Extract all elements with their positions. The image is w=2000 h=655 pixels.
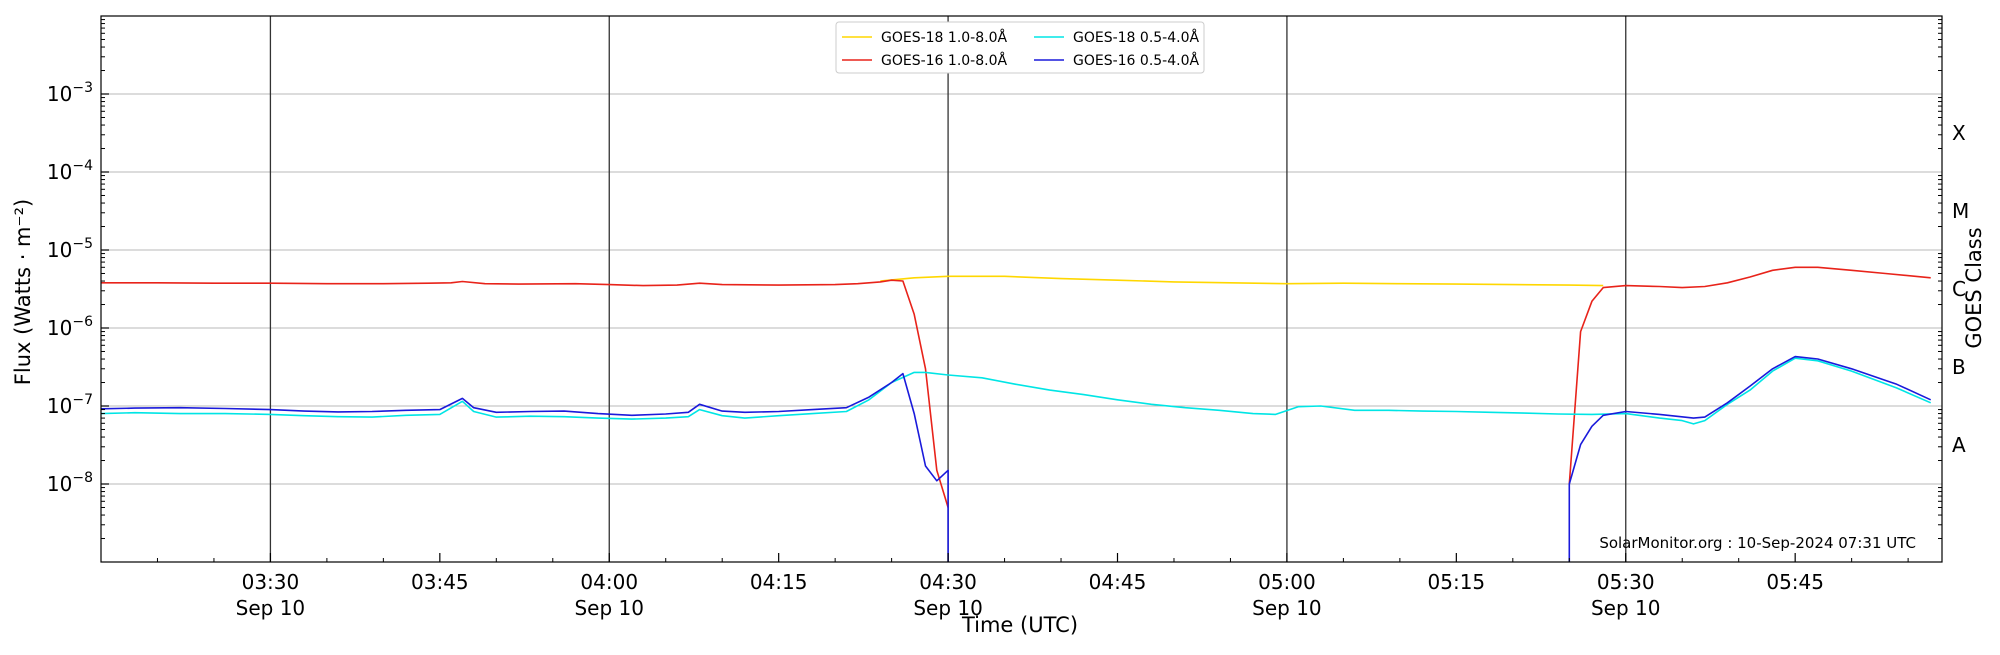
series-line bbox=[1568, 266, 1931, 485]
legend-label-goes18-short: GOES-18 0.5-4.0Å bbox=[1073, 29, 1199, 46]
x-tick-time-label: 03:45 bbox=[411, 570, 469, 594]
legend-label-goes18-long: GOES-18 1.0-8.0Å bbox=[881, 29, 1007, 46]
legend: GOES-18 1.0-8.0Å GOES-18 0.5-4.0Å GOES-1… bbox=[835, 21, 1205, 74]
x-tick-time-label: 04:00 bbox=[580, 570, 638, 594]
credit-text: SolarMonitor.org : 10-Sep-2024 07:31 UTC bbox=[1599, 534, 1916, 552]
legend-label-goes16-short: GOES-16 0.5-4.0Å bbox=[1073, 52, 1199, 69]
x-axis-title: Time (UTC) bbox=[961, 613, 1078, 637]
legend-box bbox=[835, 21, 1205, 74]
y-tick-labels: 10−8 10−7 10−6 10−5 10−4 10−3 bbox=[47, 80, 93, 496]
goes-class-labels: A B C M X bbox=[1952, 121, 1969, 457]
y-axis-title: Flux (Watts · m⁻²) bbox=[11, 199, 35, 385]
series-line bbox=[880, 275, 1604, 287]
legend-label-goes16-long: GOES-16 1.0-8.0Å bbox=[881, 52, 1007, 69]
y-tick-label: 10−3 bbox=[47, 80, 93, 106]
x-tick-date-label: Sep 10 bbox=[574, 596, 644, 620]
x-tick-date-label: Sep 10 bbox=[913, 596, 983, 620]
x-tick-date-label: Sep 10 bbox=[1252, 596, 1322, 620]
goes-class-label: C bbox=[1952, 277, 1966, 301]
series-line bbox=[101, 279, 949, 508]
right-axis-title: GOES Class bbox=[1962, 227, 1986, 348]
y-tick-label: 10−6 bbox=[47, 314, 93, 340]
goes-class-label: A bbox=[1952, 433, 1966, 457]
x-tick-time-label: 04:30 bbox=[919, 570, 977, 594]
goes-class-label: X bbox=[1952, 121, 1966, 145]
series-line bbox=[100, 357, 1932, 425]
x-tick-time-label: 05:30 bbox=[1597, 570, 1655, 594]
plot-frame bbox=[100, 15, 1943, 563]
y-tick-label: 10−4 bbox=[47, 158, 93, 184]
grid-layer bbox=[101, 93, 1942, 485]
series-line bbox=[1568, 355, 1932, 562]
x-tick-time-label: 04:45 bbox=[1089, 570, 1147, 594]
tick-layer bbox=[101, 19, 1942, 562]
x-tick-date-label: Sep 10 bbox=[236, 596, 306, 620]
goes-class-label: M bbox=[1952, 199, 1969, 223]
series-line bbox=[100, 372, 949, 562]
x-tick-time-label: 05:00 bbox=[1258, 570, 1316, 594]
y-tick-label: 10−8 bbox=[47, 470, 93, 496]
goes-class-label: B bbox=[1952, 355, 1966, 379]
x-tick-time-label: 04:15 bbox=[750, 570, 808, 594]
x-tick-time-label: 05:15 bbox=[1428, 570, 1486, 594]
series-layer bbox=[100, 266, 1932, 562]
y-tick-label: 10−5 bbox=[47, 236, 93, 262]
y-tick-label: 10−7 bbox=[47, 392, 93, 418]
x-tick-date-label: Sep 10 bbox=[1591, 596, 1661, 620]
x-tick-time-label: 03:30 bbox=[242, 570, 300, 594]
x-tick-time-label: 05:45 bbox=[1766, 570, 1824, 594]
